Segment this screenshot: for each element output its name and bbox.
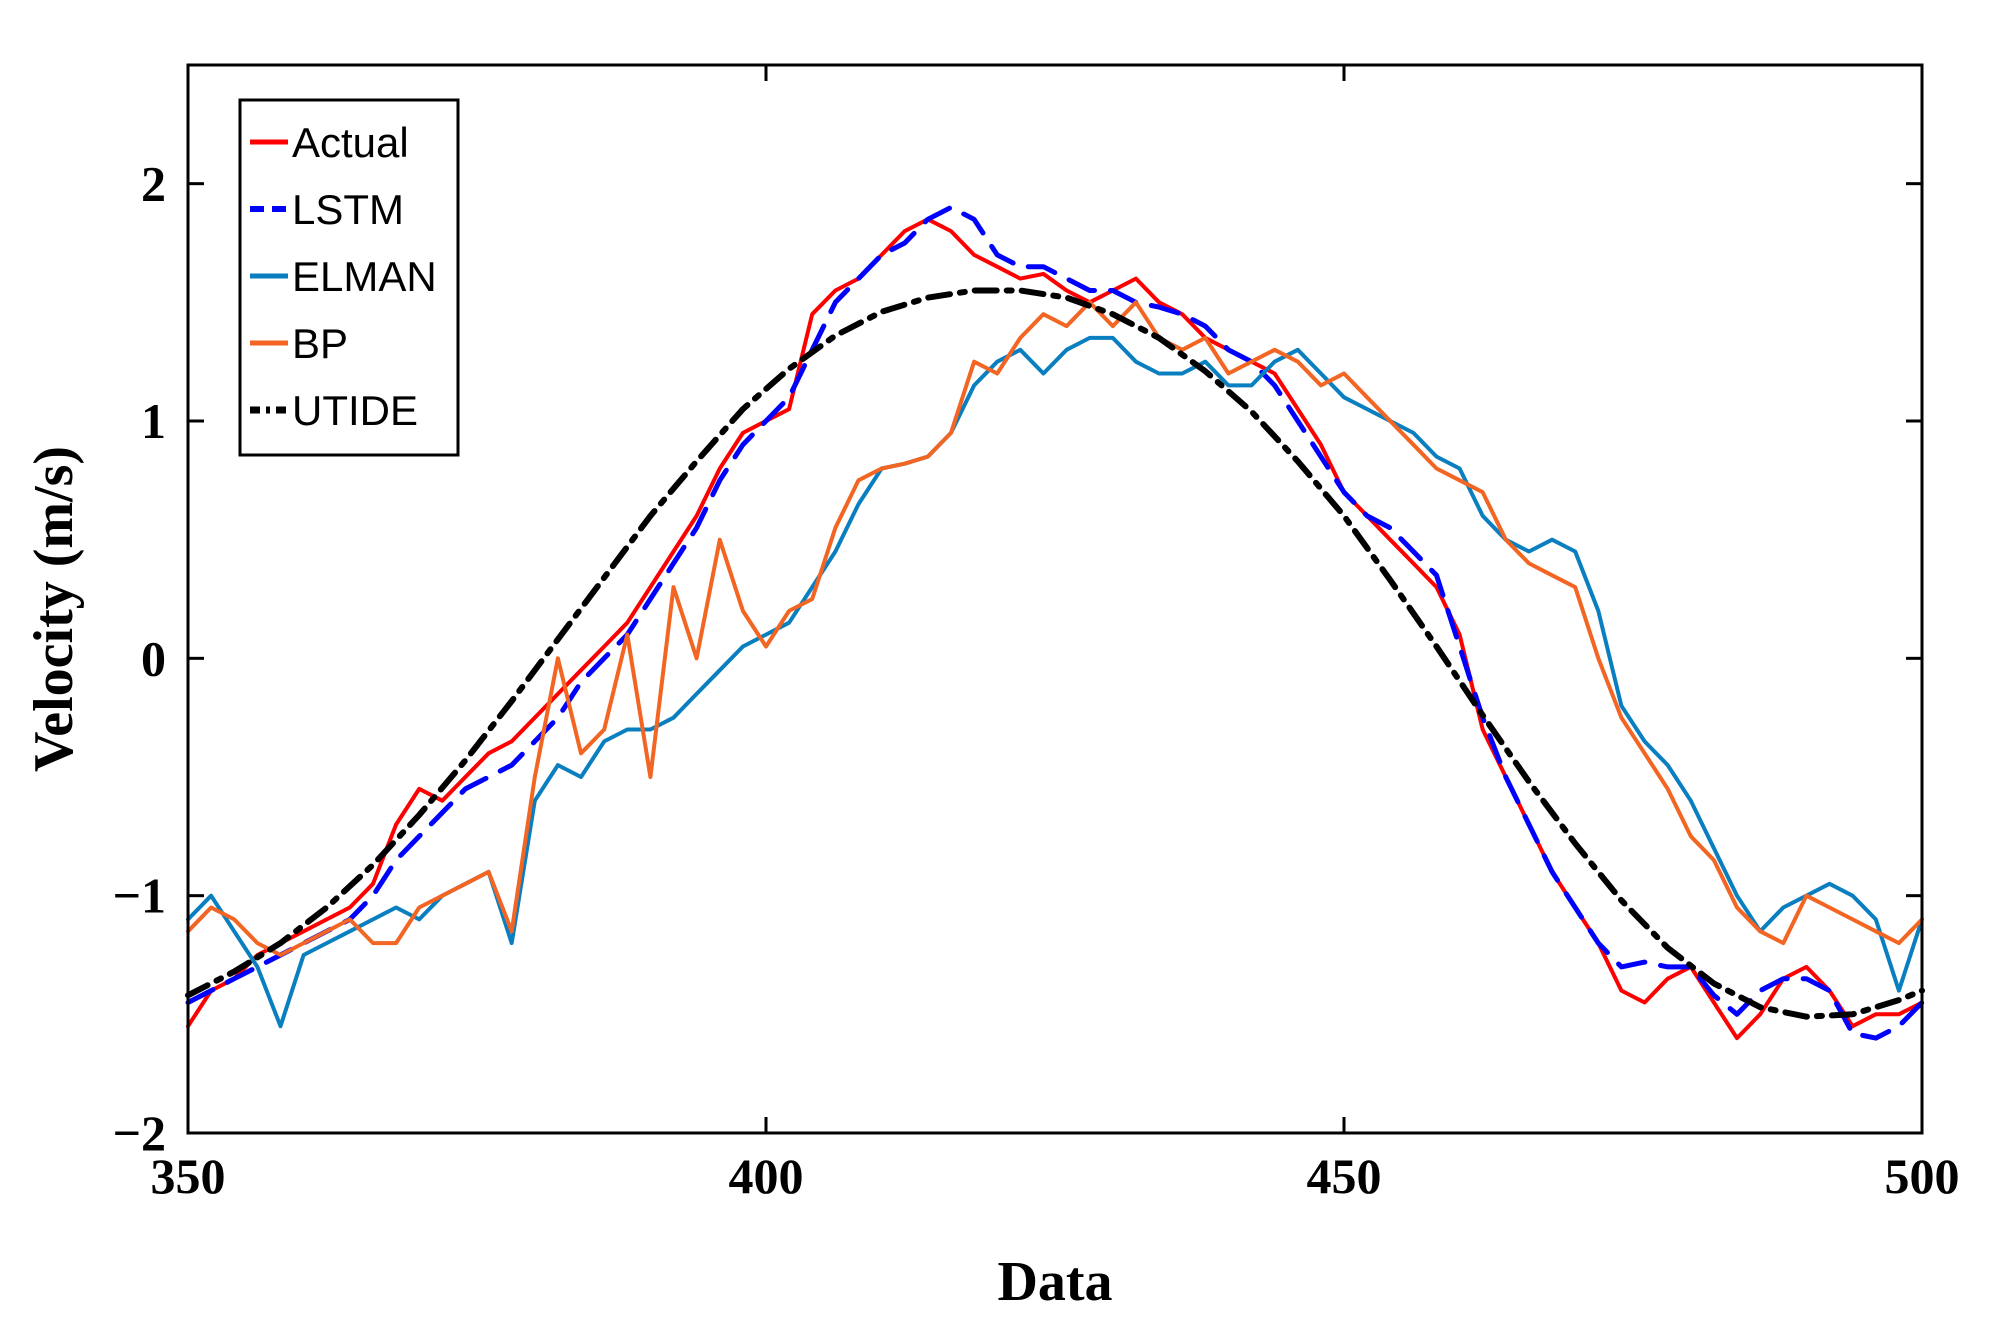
legend-label: BP bbox=[292, 320, 348, 367]
legend-label: UTIDE bbox=[292, 387, 418, 434]
y-tick-label: 2 bbox=[141, 156, 166, 212]
legend-item-elman: ELMAN bbox=[250, 253, 437, 300]
y-tick-label: 0 bbox=[141, 630, 166, 686]
legend-label: LSTM bbox=[292, 186, 404, 233]
plot-frame bbox=[186, 63, 1924, 1135]
x-tick-label: 500 bbox=[1885, 1148, 1960, 1204]
x-axis-title: Data bbox=[997, 1251, 1112, 1313]
series-line-lstm bbox=[185, 204, 1925, 1041]
legend-item-lstm: LSTM bbox=[250, 186, 404, 233]
legend-item-actual: Actual bbox=[250, 119, 409, 166]
y-axis-title: Velocity (m/s) bbox=[23, 446, 85, 772]
x-tick-label: 450 bbox=[1307, 1148, 1382, 1204]
y-tick-label: −2 bbox=[113, 1105, 167, 1161]
x-tick-label: 400 bbox=[729, 1148, 804, 1204]
y-tick-label: −1 bbox=[113, 868, 167, 924]
x-tick-label: 350 bbox=[151, 1148, 226, 1204]
legend-items: Actual LSTM ELMAN BP UTIDE bbox=[250, 119, 437, 434]
legend: Actual LSTM ELMAN BP UTIDE bbox=[238, 98, 460, 457]
y-tick-label: 1 bbox=[141, 393, 166, 449]
legend-label: Actual bbox=[292, 119, 409, 166]
legend-item-utide: UTIDE bbox=[250, 387, 418, 434]
series-group bbox=[185, 204, 1925, 1041]
series-line-utide bbox=[185, 287, 1925, 1020]
series-line-bp bbox=[186, 300, 1924, 957]
series-line-actual bbox=[186, 217, 1924, 1041]
axes: 350 400 450 500 −2 −1 0 1 2 bbox=[113, 65, 1960, 1204]
legend-item-bp: BP bbox=[250, 320, 348, 367]
legend-label: ELMAN bbox=[292, 253, 437, 300]
